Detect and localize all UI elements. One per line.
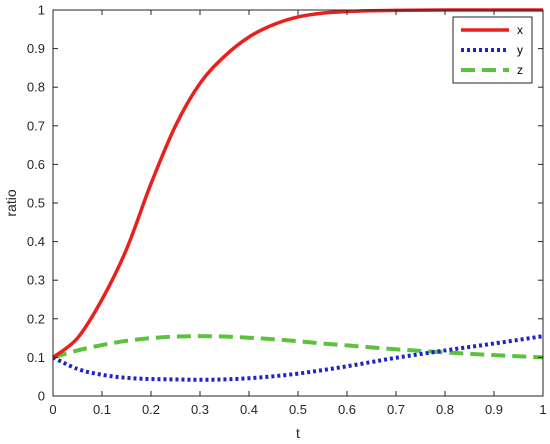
x-tick-label: 0.6 xyxy=(338,402,356,417)
x-tick-label: 0.8 xyxy=(436,402,454,417)
legend-label-x: x xyxy=(517,23,523,37)
x-tick-label: 0.5 xyxy=(289,402,307,417)
y-tick-label: 0.4 xyxy=(27,234,45,249)
legend: xyz xyxy=(452,16,533,84)
x-tick-label: 0.2 xyxy=(142,402,160,417)
x-tick-label: 0 xyxy=(49,402,56,417)
y-tick-label: 1 xyxy=(38,3,45,18)
legend-label-y: y xyxy=(517,43,523,57)
y-tick-label: 0.7 xyxy=(27,118,45,133)
y-tick-label: 0.8 xyxy=(27,80,45,95)
series-line-z xyxy=(52,334,544,360)
legend-label-z: z xyxy=(517,63,523,77)
y-tick-label: 0.5 xyxy=(27,196,45,211)
y-tick-label: 0 xyxy=(38,389,45,404)
y-tick-label: 0.2 xyxy=(27,311,45,326)
y-axis-title: ratio xyxy=(3,189,19,216)
x-tick-label: 0.1 xyxy=(93,402,111,417)
x-tick-label: 0.3 xyxy=(191,402,209,417)
x-tick-label: 0.7 xyxy=(387,402,405,417)
y-tick-label: 0.6 xyxy=(27,157,45,172)
y-tick-label: 0.3 xyxy=(27,273,45,288)
x-tick-label: 0.9 xyxy=(485,402,503,417)
x-tick-label: 1 xyxy=(539,402,546,417)
y-tick-label: 0.1 xyxy=(27,350,45,365)
series-line-y xyxy=(52,334,544,382)
y-tick-label: 0.9 xyxy=(27,41,45,56)
x-tick-label: 0.4 xyxy=(240,402,258,417)
axis-ticks: 0 0.1 0.2 0.3 0.4 0.5 0.6 0.7 0.8 0.9 1 0 0.1 0.2 0.3 0… xyxy=(27,3,547,418)
x-axis-title: t xyxy=(296,425,300,441)
